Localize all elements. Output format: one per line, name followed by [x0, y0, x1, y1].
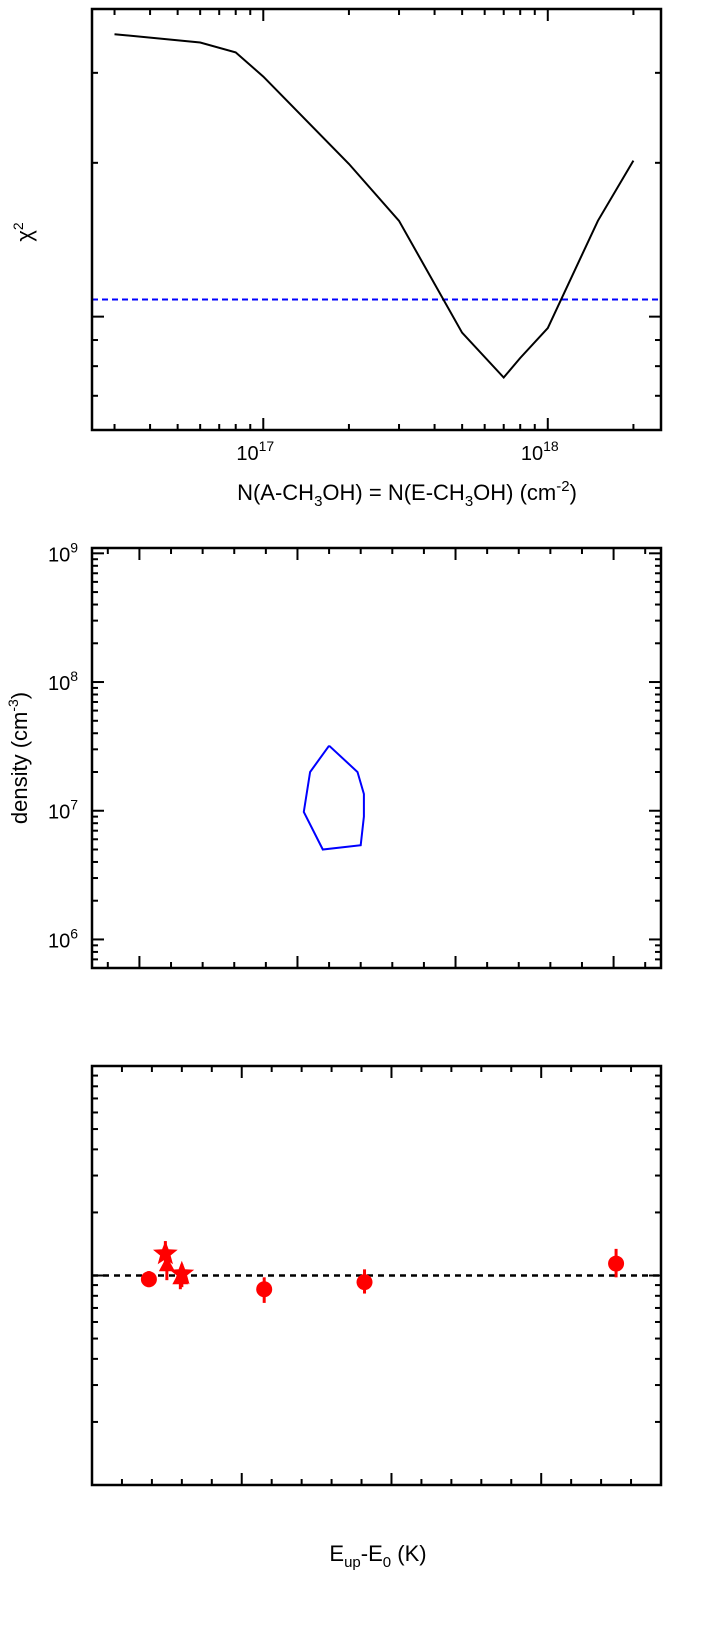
- ratio-panel: Eup-E0 (K): [90, 1064, 663, 1571]
- data-point-triangle: [158, 1256, 175, 1272]
- xlabel-part: (K): [391, 1541, 426, 1566]
- xlabel-part: ): [570, 480, 577, 505]
- y-tick-label: 108: [48, 668, 78, 695]
- ylabel-part: χ: [12, 230, 37, 242]
- chi2-curve: [114, 33, 635, 380]
- data-point-triangle: [172, 1269, 189, 1285]
- xlabel-sub: 3: [314, 493, 322, 510]
- y-tick-label-base: 10: [48, 673, 70, 695]
- y-tick-label: 109: [48, 539, 78, 566]
- data-point-circle: [140, 1271, 157, 1288]
- x-tick-label-base: 10: [236, 443, 258, 465]
- y-axis-label: density (cm-3): [5, 692, 32, 824]
- ylabel-part: ): [7, 692, 32, 699]
- xlabel-sub: 0: [383, 1554, 391, 1571]
- y-tick-label-base: 10: [48, 544, 70, 566]
- y-tick-label: 107: [48, 797, 78, 824]
- xlabel-sub: 3: [465, 493, 473, 510]
- ylabel-sup: 2: [10, 222, 26, 230]
- x-axis-label: Eup-E0 (K): [329, 1541, 426, 1571]
- data-point-circle: [256, 1281, 273, 1298]
- y-tick-label-base: 10: [48, 930, 70, 952]
- x-tick-label-exp: 18: [543, 438, 559, 454]
- y-tick-label: 106: [48, 925, 78, 952]
- x-tick-label-base: 10: [521, 443, 543, 465]
- ylabel-part: density (cm: [7, 712, 32, 824]
- x-axis-label: N(A-CH3OH) = N(E-CH3OH) (cm-2): [237, 478, 577, 510]
- xlabel-sub: up: [344, 1554, 361, 1571]
- x-tick-label: 1018: [521, 438, 559, 465]
- sigma-contour: [302, 744, 365, 851]
- plot-frame-3: [90, 1064, 663, 1487]
- plot-frame-2: [90, 546, 663, 970]
- y-tick-label-exp: 9: [70, 539, 78, 555]
- y-tick-label-exp: 7: [70, 797, 78, 813]
- xlabel-sup: -2: [556, 478, 569, 495]
- x-tick-label-exp: 17: [259, 438, 275, 454]
- data-point-circle: [608, 1255, 625, 1272]
- data-point-circle: [356, 1274, 373, 1291]
- plot-frame-1: [90, 7, 663, 432]
- x-tick-label: 1017: [236, 438, 274, 465]
- xlabel-part: E: [329, 1541, 344, 1566]
- y-axis-label: χ2: [10, 222, 37, 242]
- xlabel-part: N(A-CH: [237, 480, 314, 505]
- xlabel-part: OH) = N(E-CH: [322, 480, 464, 505]
- y-tick-label-exp: 8: [70, 668, 78, 684]
- ylabel-sup: -3: [5, 699, 21, 712]
- y-tick-label-base: 10: [48, 802, 70, 824]
- y-tick-label-exp: 6: [70, 925, 78, 941]
- xlabel-part: OH) (cm: [473, 480, 556, 505]
- xlabel-part: -E: [361, 1541, 383, 1566]
- data-point-star: [153, 1240, 178, 1265]
